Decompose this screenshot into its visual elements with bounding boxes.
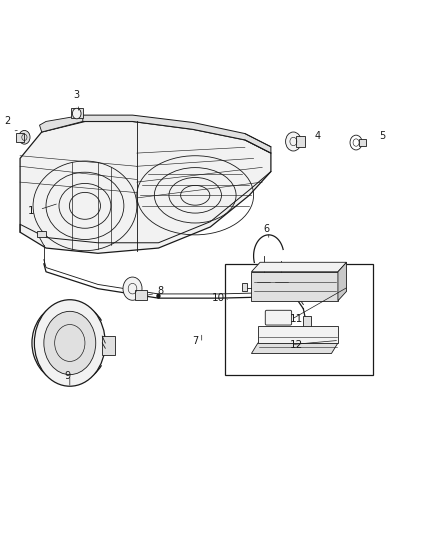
FancyBboxPatch shape [134,290,147,300]
FancyBboxPatch shape [226,264,372,375]
Text: 9: 9 [65,371,71,381]
Circle shape [72,108,81,119]
Text: 5: 5 [379,131,385,141]
Text: 8: 8 [157,286,163,296]
FancyBboxPatch shape [242,284,247,292]
Text: 12: 12 [290,340,303,350]
Circle shape [19,131,30,144]
Polygon shape [251,262,346,272]
Polygon shape [251,343,338,353]
Circle shape [123,277,142,300]
Text: 2: 2 [4,116,11,126]
FancyBboxPatch shape [273,276,290,288]
Polygon shape [39,115,83,132]
FancyBboxPatch shape [296,136,305,147]
FancyBboxPatch shape [102,336,115,354]
Circle shape [34,300,105,386]
FancyBboxPatch shape [256,276,272,288]
Text: 1: 1 [28,206,34,216]
Text: 10: 10 [212,293,225,303]
FancyBboxPatch shape [37,231,46,238]
FancyBboxPatch shape [359,139,367,146]
Text: 7: 7 [192,336,198,346]
Text: 11: 11 [290,314,303,324]
FancyBboxPatch shape [304,316,311,327]
Circle shape [260,292,265,297]
Text: 4: 4 [314,131,320,141]
Polygon shape [338,262,346,301]
Text: 3: 3 [73,90,79,100]
Polygon shape [42,115,271,153]
FancyBboxPatch shape [16,133,24,142]
Polygon shape [258,326,338,343]
FancyBboxPatch shape [251,272,338,301]
Circle shape [286,132,301,151]
Polygon shape [20,122,271,253]
Circle shape [44,311,96,375]
FancyBboxPatch shape [71,108,83,118]
Circle shape [156,293,161,298]
FancyBboxPatch shape [265,310,292,325]
Text: 6: 6 [264,224,270,234]
